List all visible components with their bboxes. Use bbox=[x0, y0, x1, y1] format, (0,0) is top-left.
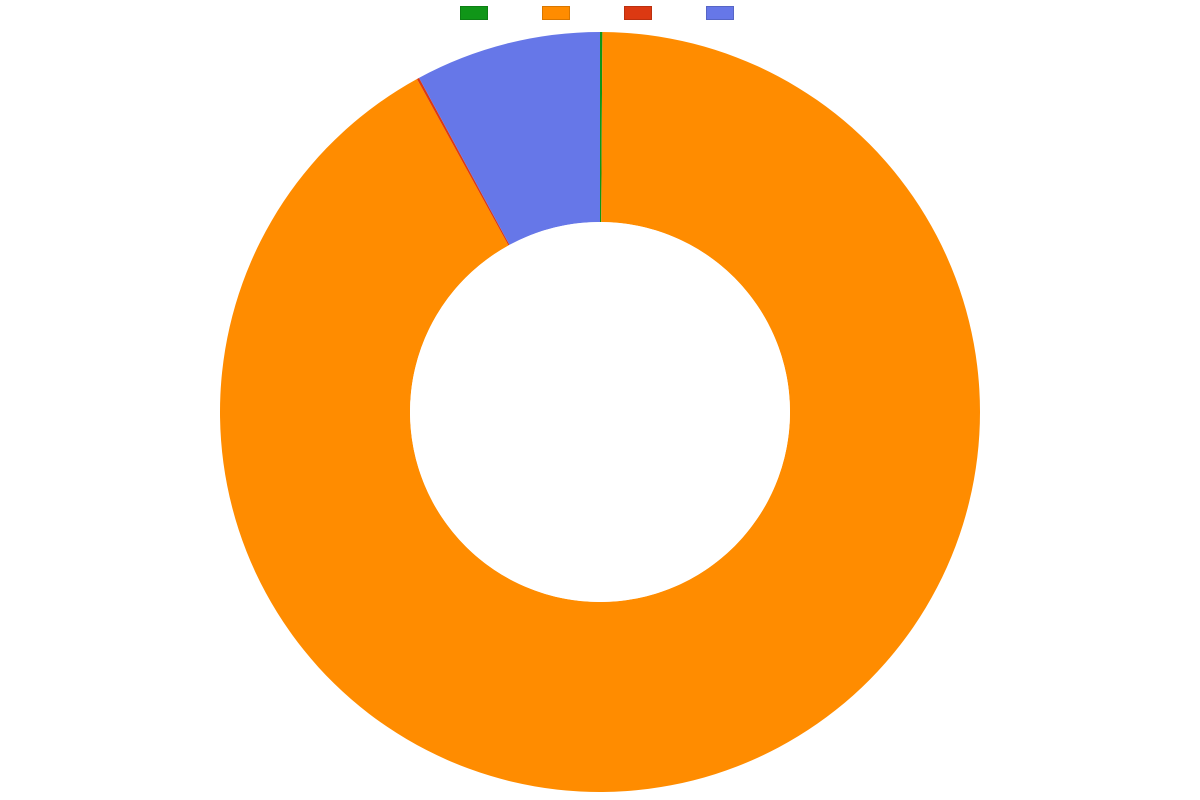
legend-item bbox=[624, 6, 658, 20]
legend-swatch bbox=[624, 6, 652, 20]
donut-chart bbox=[0, 24, 1200, 800]
legend-swatch bbox=[706, 6, 734, 20]
chart-legend bbox=[0, 6, 1200, 20]
legend-item bbox=[706, 6, 740, 20]
legend-item bbox=[542, 6, 576, 20]
donut-hole bbox=[410, 222, 790, 602]
legend-swatch bbox=[542, 6, 570, 20]
donut-chart-svg bbox=[0, 24, 1200, 800]
legend-item bbox=[460, 6, 494, 20]
legend-swatch bbox=[460, 6, 488, 20]
